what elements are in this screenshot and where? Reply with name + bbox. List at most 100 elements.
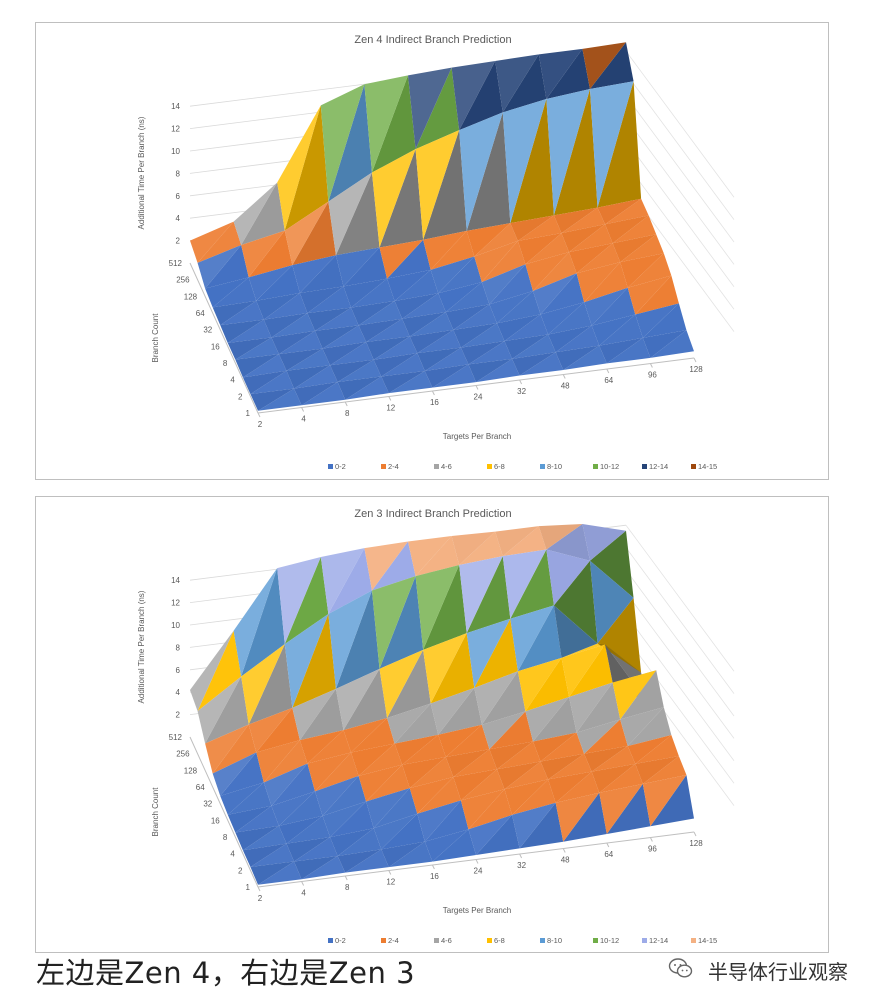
surface-facet [233, 182, 278, 246]
surface-facet [597, 81, 642, 208]
x-tick [649, 837, 653, 842]
x-tick-label: 24 [474, 867, 483, 876]
surface-facet [242, 825, 287, 851]
surface-facet [371, 149, 416, 248]
z-gridline-side [625, 162, 735, 310]
surface-facet [576, 262, 621, 303]
x-tick [388, 870, 392, 875]
surface-facet [263, 313, 308, 338]
surface-facet [468, 814, 513, 856]
surface-facet [569, 644, 613, 697]
surface-facet [408, 536, 452, 577]
surface-facet [328, 84, 372, 202]
surface-facet [445, 724, 490, 757]
surface-facet [337, 828, 382, 856]
z-axis-title: Additional Time Per Branch (ns) [137, 116, 146, 229]
surface-facet [502, 526, 547, 557]
surface-facet [481, 671, 526, 725]
legend-swatch [434, 464, 439, 469]
z-gridline-side [625, 547, 735, 694]
surface-facet [299, 730, 344, 764]
surface-facet [205, 277, 249, 308]
surface-facet [561, 644, 606, 697]
x-axis-line [257, 357, 695, 414]
surface-facet [599, 314, 643, 346]
surface-facet [460, 341, 505, 365]
zen3-chart-panel: Zen 3 Indirect Branch Prediction 2 4 6 8 10 12… [35, 496, 829, 953]
x-tick-label: 64 [604, 376, 613, 385]
surface-facet [642, 775, 687, 827]
surface-facet [576, 682, 621, 733]
surface-facet [532, 273, 577, 315]
surface-facet [409, 756, 454, 789]
surface-facet [314, 307, 359, 331]
surface-facet [278, 815, 323, 844]
surface-facet [284, 613, 329, 708]
surface-facet [540, 273, 585, 315]
x-tick [562, 848, 566, 853]
zen3-surface-chart: Zen 3 Indirect Branch Prediction24681012… [137, 508, 735, 945]
surface-facet [417, 347, 461, 371]
surface-facet [582, 42, 626, 90]
legend-label: 12-14 [649, 936, 668, 945]
surface-facet [504, 761, 549, 790]
x-tick-label: 12 [386, 878, 395, 887]
z-tick-label: 8 [176, 169, 181, 178]
surface-facet [546, 48, 590, 100]
zen4-chart-panel: Zen 4 Indirect Branch Prediction 2 4 6 8 10 12… [35, 22, 829, 480]
surface-facet [242, 370, 287, 395]
surface-facet [451, 60, 496, 131]
surface-facet [242, 843, 287, 867]
y-tick-label: 512 [169, 259, 183, 268]
x-tick-label: 24 [474, 393, 483, 402]
surface-facet [576, 243, 621, 274]
surface-facet [381, 370, 425, 394]
surface-facet [605, 215, 649, 244]
surface-facet [584, 262, 628, 303]
legend-swatch [487, 938, 492, 943]
surface-facet [381, 353, 425, 377]
surface-facet [481, 240, 526, 283]
y-tick-label: 16 [211, 816, 220, 825]
surface-facet [205, 676, 249, 744]
z-tick-label: 2 [176, 711, 181, 720]
surface-facet [278, 791, 323, 826]
surface-facet [379, 149, 424, 248]
x-tick [606, 842, 610, 848]
surface-facet [459, 112, 503, 231]
surface-facet [212, 300, 257, 326]
surface-facet [553, 605, 598, 658]
legend-swatch [434, 938, 439, 943]
x-tick-label: 96 [648, 845, 657, 854]
surface-facet [612, 670, 657, 720]
surface-facet [591, 746, 636, 772]
surface-facet [371, 576, 416, 669]
surface-facet [263, 740, 308, 783]
surface-facet [227, 782, 272, 815]
x-tick-label: 2 [258, 420, 263, 429]
surface-facet [459, 556, 503, 634]
surface-facet [445, 749, 490, 778]
surface-facet [430, 687, 475, 735]
surface-facet [351, 717, 395, 753]
surface-facet [263, 763, 308, 806]
surface-facet [481, 711, 526, 750]
surface-facet [364, 75, 408, 173]
legend-swatch [691, 938, 696, 943]
surface-facet [589, 530, 634, 598]
surface-facet [569, 243, 613, 274]
surface-facet [569, 224, 613, 253]
x-axis-title: Targets Per Branch [443, 432, 511, 441]
surface-facet [466, 223, 511, 257]
surface-facet [408, 67, 452, 150]
y-tick-label: 128 [184, 766, 198, 775]
surface-facet [512, 779, 556, 815]
surface-facet [502, 549, 547, 619]
x-tick-label: 4 [301, 415, 306, 424]
surface-facet [337, 376, 382, 400]
surface-facet [466, 556, 511, 634]
surface-facet [277, 556, 321, 645]
surface-facet [576, 719, 621, 754]
surface-facet [387, 649, 431, 718]
surface-facet [343, 247, 388, 287]
